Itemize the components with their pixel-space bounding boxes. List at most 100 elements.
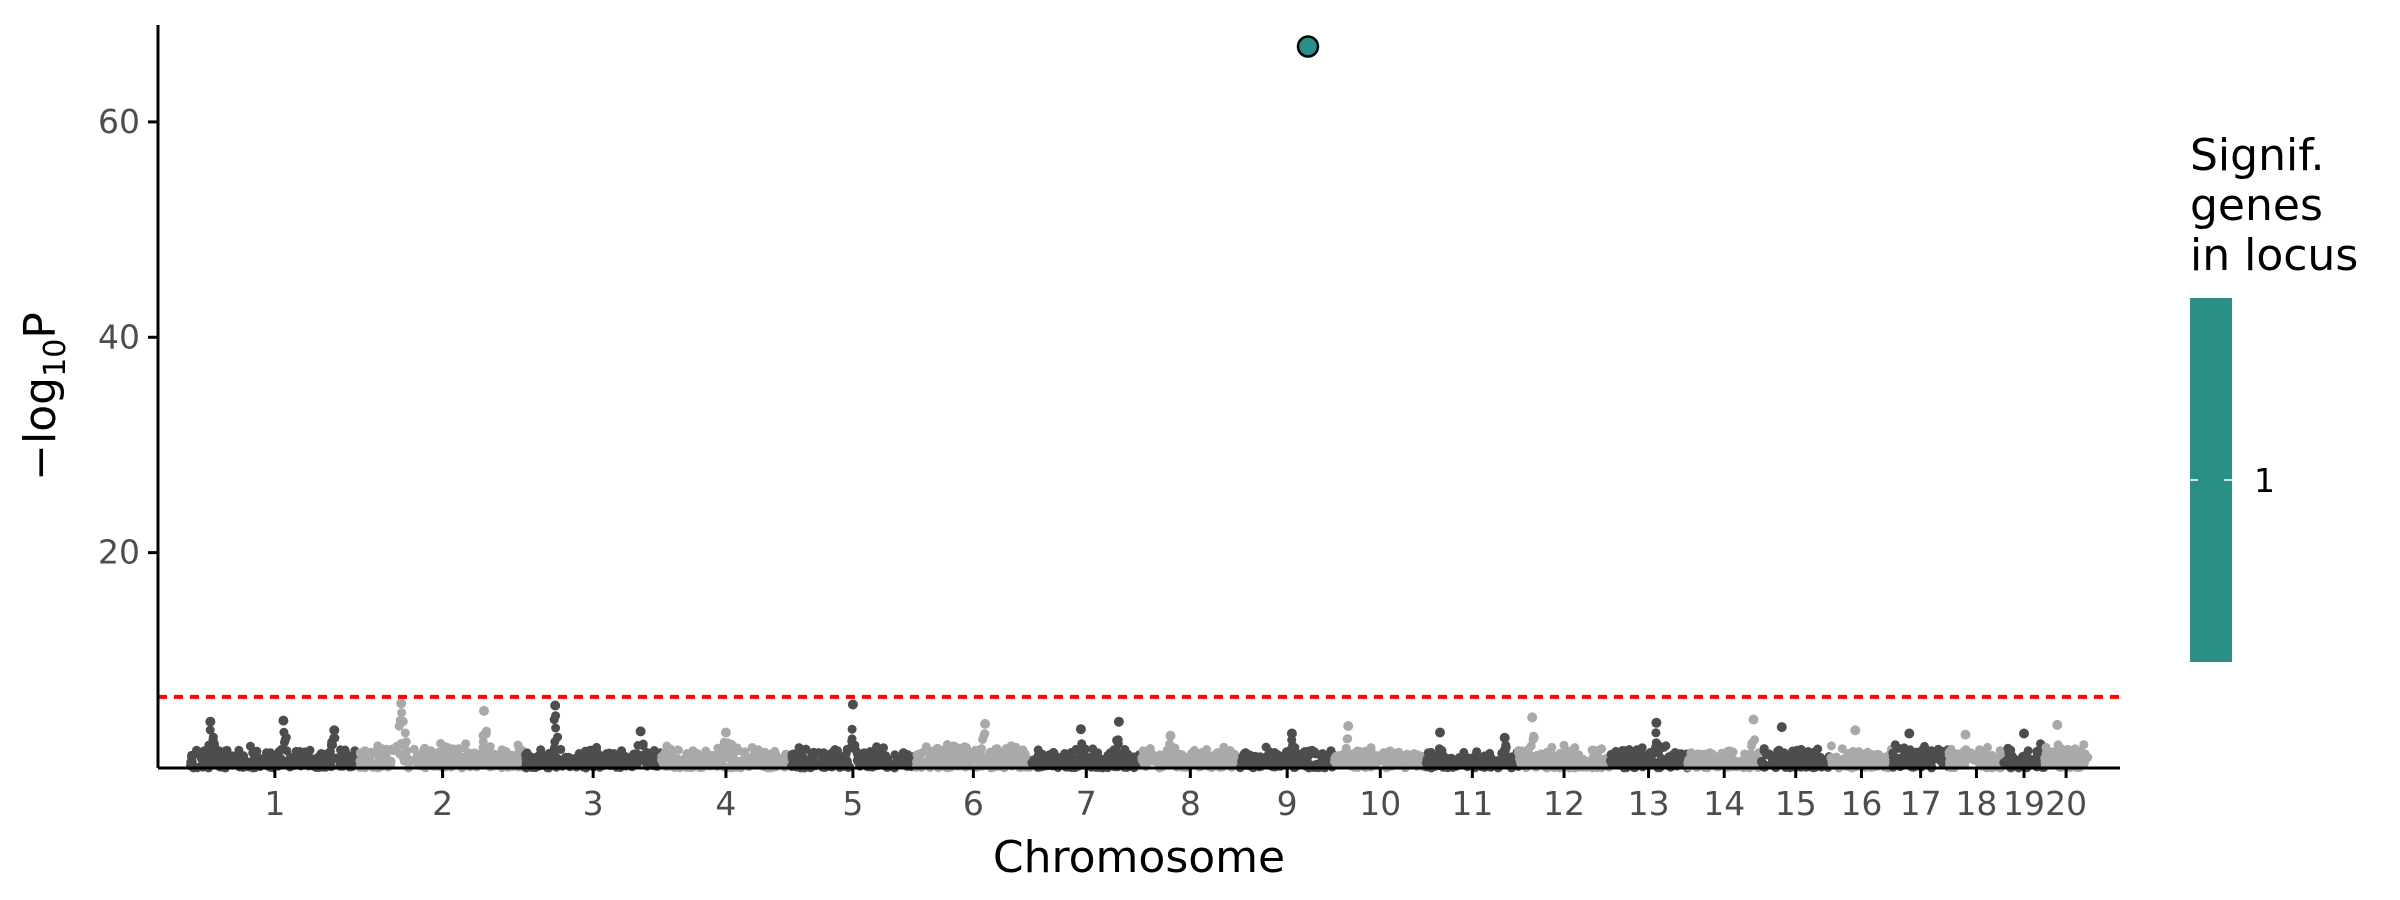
chromosome-1-points <box>186 715 365 773</box>
snp-point <box>1310 747 1320 757</box>
y-axis-title-end: P <box>15 312 66 339</box>
snp-point <box>1209 756 1219 766</box>
snp-point <box>1437 746 1447 756</box>
snp-points <box>186 698 2093 773</box>
snp-point <box>1341 743 1351 753</box>
snp-point <box>1213 748 1223 757</box>
chromosome-12-points <box>1514 712 1614 773</box>
snp-point <box>1074 744 1084 754</box>
snp-point <box>830 745 840 754</box>
peak-point <box>635 726 646 737</box>
snp-point <box>763 757 773 767</box>
snp-point <box>1464 753 1474 763</box>
x-tick-label-chr-2: 2 <box>432 784 453 823</box>
snp-point <box>1077 757 1087 767</box>
peak-point <box>1904 728 1915 739</box>
snp-point <box>2062 754 2072 764</box>
snp-point <box>879 743 888 753</box>
x-tick-label-chr-9: 9 <box>1277 784 1298 823</box>
x-tick-label-chr-15: 15 <box>1775 784 1817 823</box>
snp-point <box>367 759 377 769</box>
snp-point <box>274 747 284 757</box>
snp-point <box>1385 756 1394 766</box>
snp-point <box>1319 757 1329 767</box>
peak-point <box>1113 716 1124 727</box>
snp-point <box>984 756 994 766</box>
snp-point <box>476 749 486 759</box>
chromosome-10-points <box>1330 721 1431 773</box>
snp-point <box>1844 748 1854 758</box>
snp-point <box>245 741 255 751</box>
snp-point <box>921 742 931 752</box>
legend-label: 1 <box>2254 461 2275 500</box>
snp-point <box>1758 759 1768 769</box>
snp-point <box>1103 750 1113 760</box>
snp-point <box>1033 758 1043 767</box>
x-tick-label-chr-16: 16 <box>1840 784 1882 823</box>
x-tick-label-chr-7: 7 <box>1076 784 1097 823</box>
snp-point <box>1373 751 1383 761</box>
x-tick-label-chr-18: 18 <box>1955 784 1997 823</box>
snp-point <box>1485 748 1495 758</box>
snp-point <box>594 754 604 764</box>
snp-point <box>325 747 335 757</box>
snp-point <box>1979 750 1989 760</box>
snp-point <box>1837 744 1847 754</box>
legend-title-line-3: in locus <box>2190 230 2358 281</box>
snp-point <box>1911 757 1921 766</box>
snp-point <box>214 753 224 763</box>
snp-point <box>1647 758 1657 768</box>
snp-point <box>880 759 889 768</box>
snp-point <box>1724 751 1734 761</box>
snp-point <box>508 759 518 769</box>
snp-point <box>791 751 801 760</box>
snp-point <box>633 741 643 750</box>
snp-point <box>191 748 201 758</box>
x-tick-label-chr-13: 13 <box>1628 784 1670 823</box>
snp-point <box>977 752 987 761</box>
snp-point <box>550 737 560 747</box>
snp-point <box>1355 746 1365 756</box>
snp-point <box>1818 757 1828 767</box>
chromosome-14-points <box>1683 714 1765 773</box>
snp-point <box>809 751 819 761</box>
snp-point <box>1422 754 1432 764</box>
snp-point <box>1632 753 1642 763</box>
snp-point <box>481 726 491 736</box>
snp-point <box>1445 753 1455 763</box>
y-tick-label: 60 <box>98 102 140 141</box>
snp-point <box>439 743 449 753</box>
peak-point <box>1850 725 1861 736</box>
snp-point <box>1553 756 1563 766</box>
x-tick-label-chr-10: 10 <box>1359 784 1401 823</box>
x-tick-label-chr-14: 14 <box>1703 784 1745 823</box>
snp-point <box>2054 750 2064 760</box>
snp-point <box>1707 750 1717 760</box>
snp-point <box>952 750 962 760</box>
snp-point <box>1294 759 1304 769</box>
y-tick-label: 40 <box>98 317 140 356</box>
snp-point <box>1793 755 1803 765</box>
peak-point <box>1075 724 1086 735</box>
snp-point <box>1769 756 1779 766</box>
snp-point <box>484 744 494 754</box>
snp-point <box>276 754 286 763</box>
snp-point <box>1273 750 1282 759</box>
snp-point <box>1759 746 1769 756</box>
snp-point <box>1898 754 1908 764</box>
snp-point <box>664 757 674 767</box>
snp-point <box>1944 747 1954 757</box>
x-tick-label-chr-19: 19 <box>2003 784 2045 823</box>
peak-point <box>1435 727 1445 738</box>
snp-point <box>991 744 1000 754</box>
snp-point <box>1148 756 1158 766</box>
peak-point <box>550 700 561 711</box>
snp-point <box>1385 748 1395 758</box>
snp-point <box>1945 757 1955 767</box>
snp-point <box>508 753 518 762</box>
x-tick-label-chr-12: 12 <box>1543 784 1585 823</box>
chromosome-5-points <box>786 699 919 773</box>
snp-point <box>770 746 780 756</box>
snp-point <box>1988 755 1998 765</box>
peak-point <box>980 718 991 729</box>
